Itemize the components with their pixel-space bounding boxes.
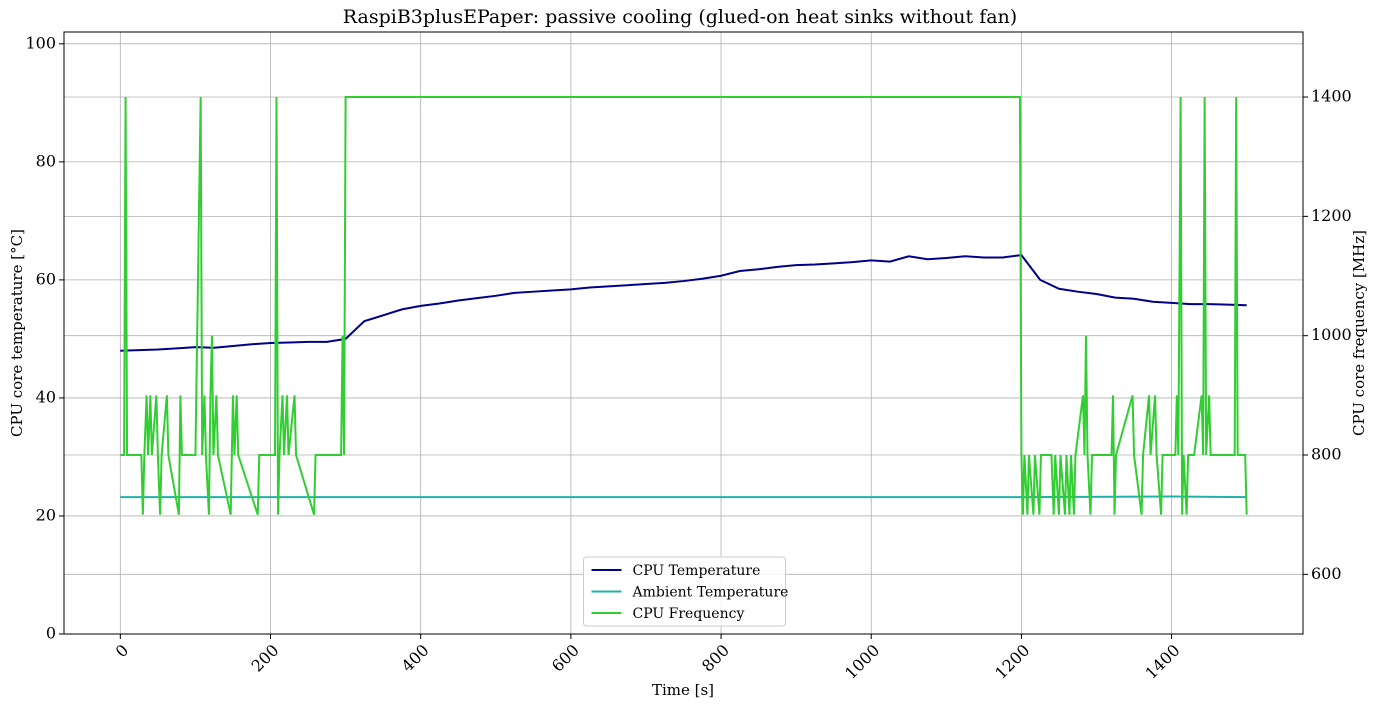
y-tick-label: 20 [36, 505, 56, 524]
legend: CPU Temperature Ambient Temperature CPU Fr… [583, 556, 789, 627]
y2-tick-label: 800 [1311, 445, 1342, 464]
y-tick-label: 80 [36, 151, 56, 170]
x-axis-label: Time [s] [652, 681, 714, 699]
y2-tick-label: 1000 [1311, 325, 1352, 344]
y2-axis-label: CPU core frequency [MHz] [1350, 230, 1368, 436]
y-tick-label: 100 [25, 33, 56, 52]
data-line [120, 96, 1248, 515]
y2-tick-label: 1200 [1311, 206, 1352, 225]
y-tick-label: 0 [46, 624, 56, 643]
legend-label: CPU Temperature [633, 563, 761, 579]
legend-label: Ambient Temperature [632, 585, 789, 601]
y2-tick-label: 600 [1311, 564, 1342, 583]
legend-box [583, 556, 786, 627]
data-line [120, 495, 1247, 499]
y-axis-label: CPU core temperature [°C] [8, 229, 26, 437]
data-line [120, 254, 1247, 352]
y-tick-label: 60 [36, 269, 56, 288]
plot-frame [63, 31, 1304, 635]
y-tick-label: 40 [36, 387, 56, 406]
y2-tick-label: 1400 [1311, 87, 1352, 106]
chart-title: RaspiB3plusEPaper: passive cooling (glue… [343, 6, 1017, 28]
legend-label: CPU Frequency [633, 606, 745, 622]
